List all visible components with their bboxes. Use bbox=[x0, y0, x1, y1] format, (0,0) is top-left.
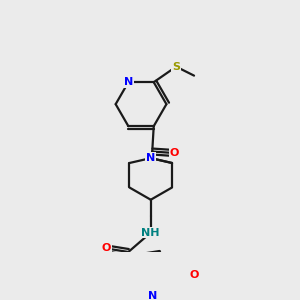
Text: S: S bbox=[172, 62, 180, 72]
Text: O: O bbox=[170, 148, 179, 158]
Text: N: N bbox=[148, 291, 157, 300]
Text: O: O bbox=[101, 243, 111, 254]
Text: O: O bbox=[190, 269, 199, 280]
Text: N: N bbox=[146, 153, 155, 163]
Text: NH: NH bbox=[142, 228, 160, 238]
Text: N: N bbox=[124, 77, 133, 87]
